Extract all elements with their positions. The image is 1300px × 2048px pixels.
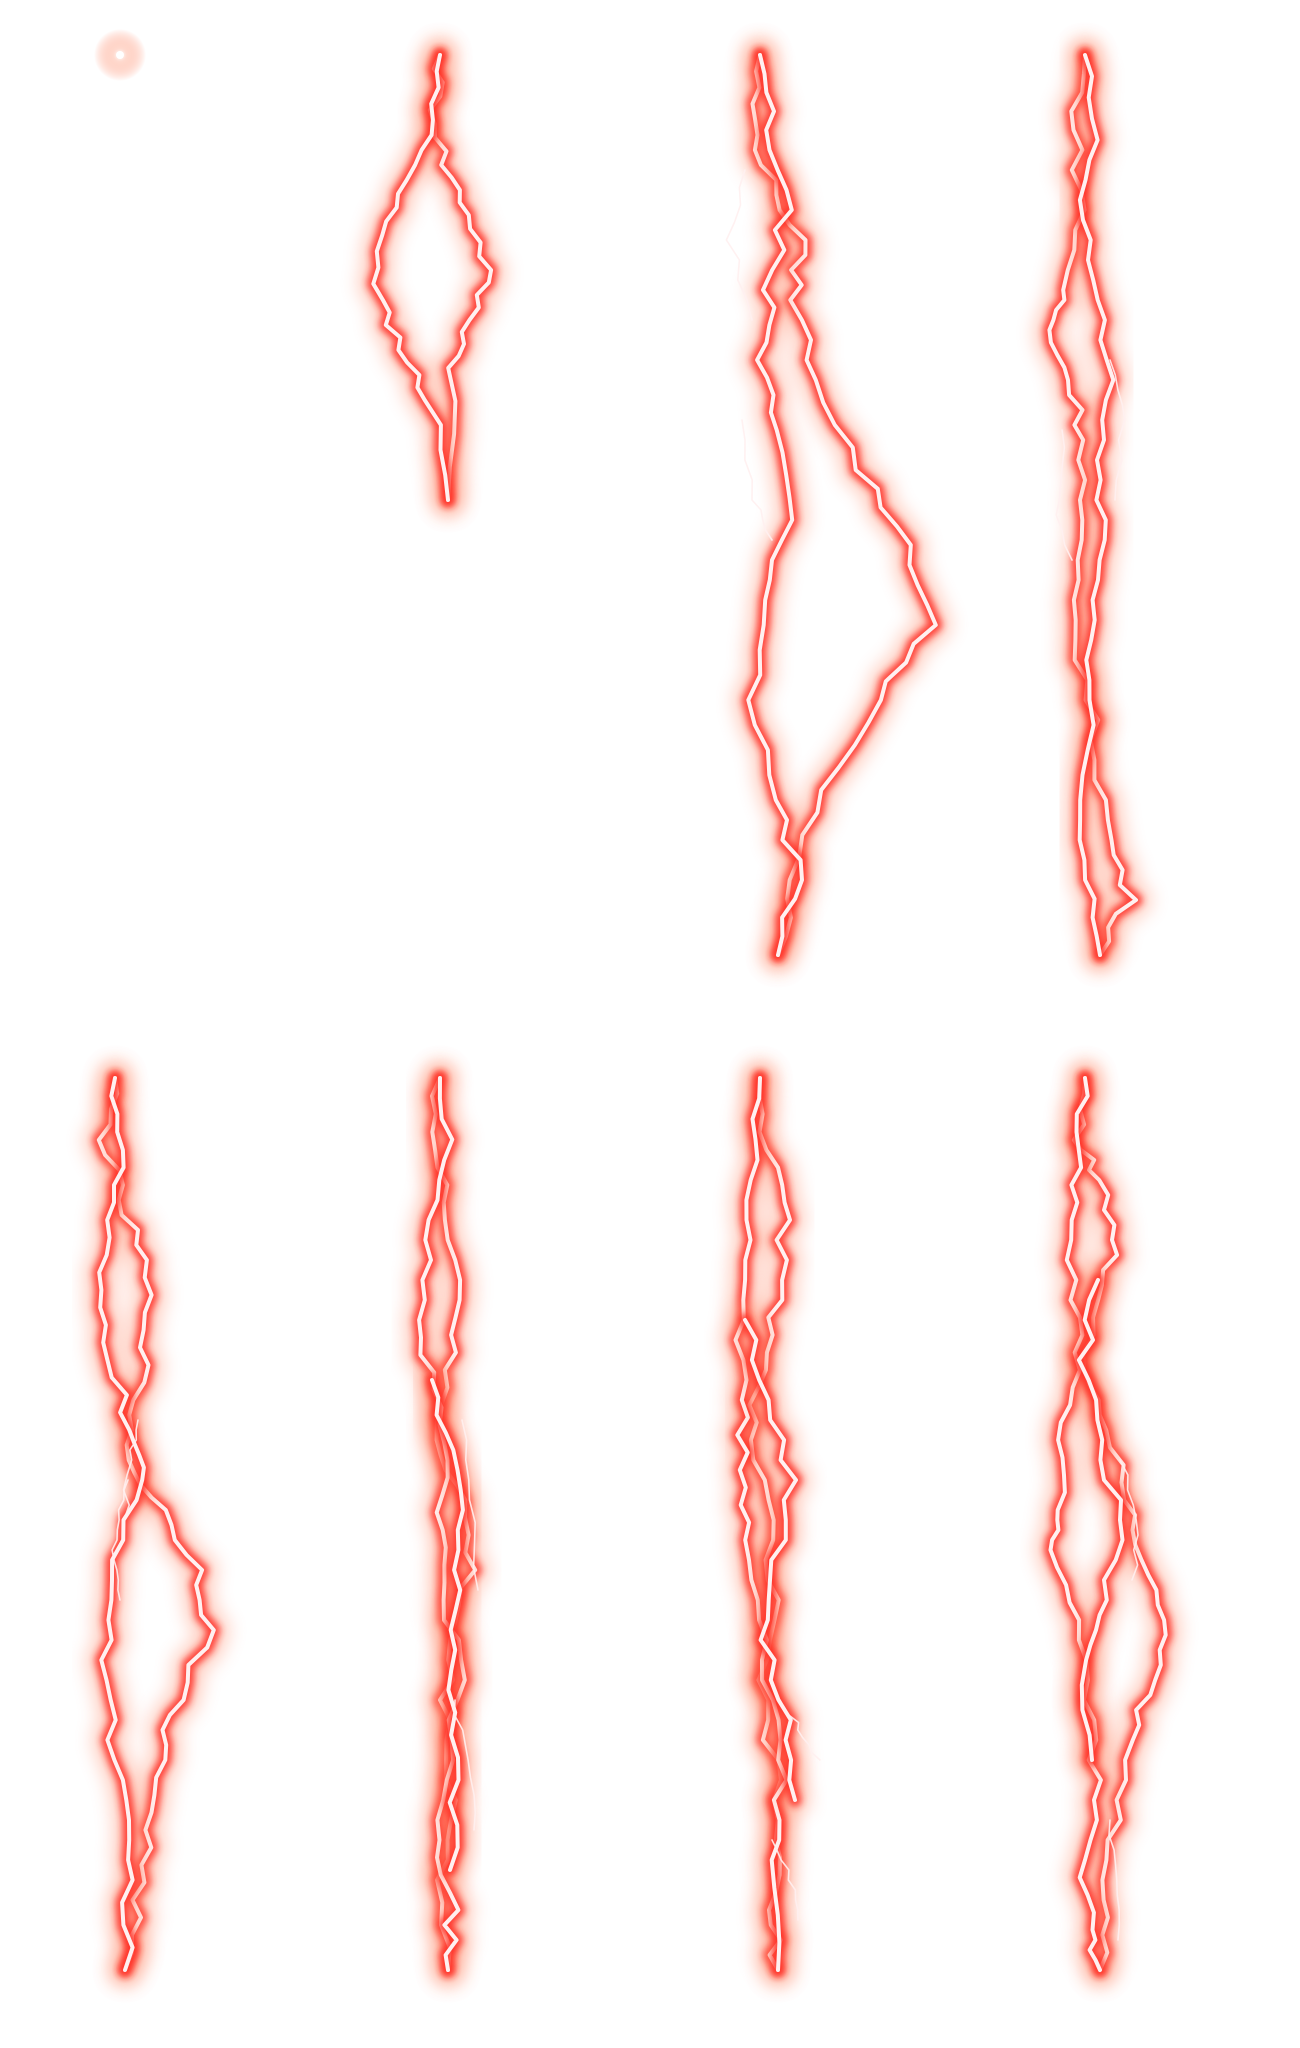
bolt-branch: [1108, 1819, 1121, 1941]
bolt-branch: [453, 1699, 477, 1831]
bolt-core: [371, 53, 450, 502]
bolt-branch: [741, 419, 773, 541]
bolt-core: [746, 53, 804, 957]
bolt-branch: [725, 169, 753, 321]
bolt-branch: [111, 1479, 129, 1601]
frame-8: [1035, 1063, 1181, 1985]
frame-4: [1034, 40, 1151, 970]
bolt-branch: [1055, 429, 1073, 561]
spark-core: [116, 51, 124, 59]
bolt-branch: [1109, 359, 1126, 501]
bolt-branch: [771, 1839, 799, 1921]
bolt-branch: [1119, 1459, 1139, 1581]
bolt-branch: [779, 1699, 821, 1761]
frame-5: [83, 1063, 229, 1985]
bolt-branch: [122, 1419, 139, 1521]
bolt-core: [1076, 1278, 1125, 1762]
frame-7: [720, 1063, 821, 1985]
frame-2: [358, 40, 507, 515]
frames-group: [83, 29, 1181, 1985]
bolt-core: [97, 1076, 146, 1972]
bolt-core: [417, 1076, 467, 1972]
bolt-core: [1077, 53, 1116, 957]
bolt-core: [1048, 1076, 1103, 1972]
bolt-core: [430, 1378, 465, 1872]
frame-1: [94, 29, 146, 81]
bolt-core: [743, 1318, 798, 1802]
frame-6: [404, 1063, 491, 1985]
frame-3: [725, 40, 951, 970]
bolt-branch: [461, 1419, 479, 1591]
bolt-core: [96, 1076, 216, 1972]
